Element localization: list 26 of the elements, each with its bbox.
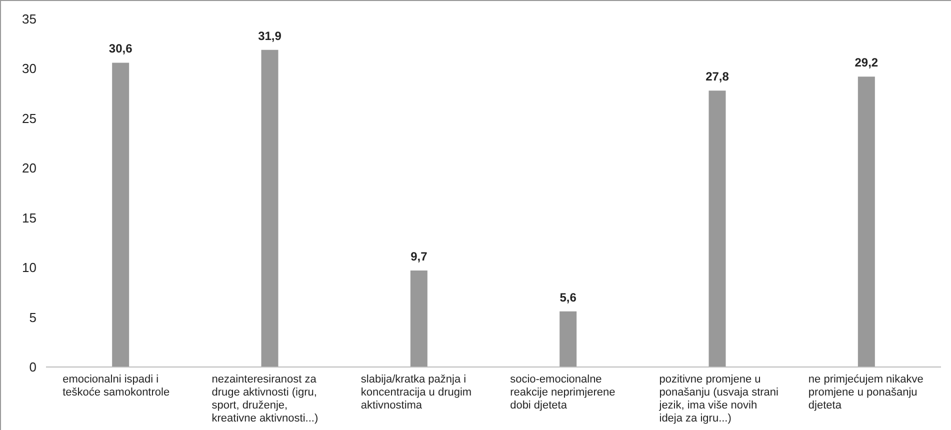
y-tick-label: 0 [29,360,36,374]
data-label: 30,6 [108,42,133,56]
bar [858,76,875,367]
y-tick-label: 25 [22,110,36,126]
data-label: 29,2 [854,56,878,70]
bar [112,62,130,367]
bar [708,90,726,367]
bar [560,311,577,367]
y-tick-label: 5 [29,310,36,325]
y-tick-label: 30 [22,61,36,76]
y-tick-label: 10 [22,260,36,276]
data-label: 27,8 [706,70,730,84]
y-tick-label: 20 [22,160,36,176]
x-tick-label: pozitivne promjene u ponašanju (usvaja strani jezik, ima više novih ideja za igru...) [658,374,778,424]
y-tick-label: 15 [22,210,36,226]
x-tick-label: ne primjećujem nikakve promjene u ponašanju djeteta [808,374,924,412]
x-tick-label: socio-emocionalne reakcije neprimjerene dobi djeteta [510,374,616,412]
data-label: 9,7 [410,250,428,264]
x-tick-label: emocionalni ispadi i teškoće samokontrole [62,374,170,398]
bar [261,50,278,367]
y-tick-label: 35 [22,12,36,26]
x-tick-label: nezainteresiranost za druge aktivnosti (igru, sport, druženje, kreativne aktivnosti...) [212,374,318,424]
x-tick-label: slabija/kratka pažnja i koncentracija u drugim aktivnostima [360,374,472,412]
bar [410,270,428,367]
data-label: 31,9 [258,28,282,43]
data-label: 5,6 [560,290,577,304]
